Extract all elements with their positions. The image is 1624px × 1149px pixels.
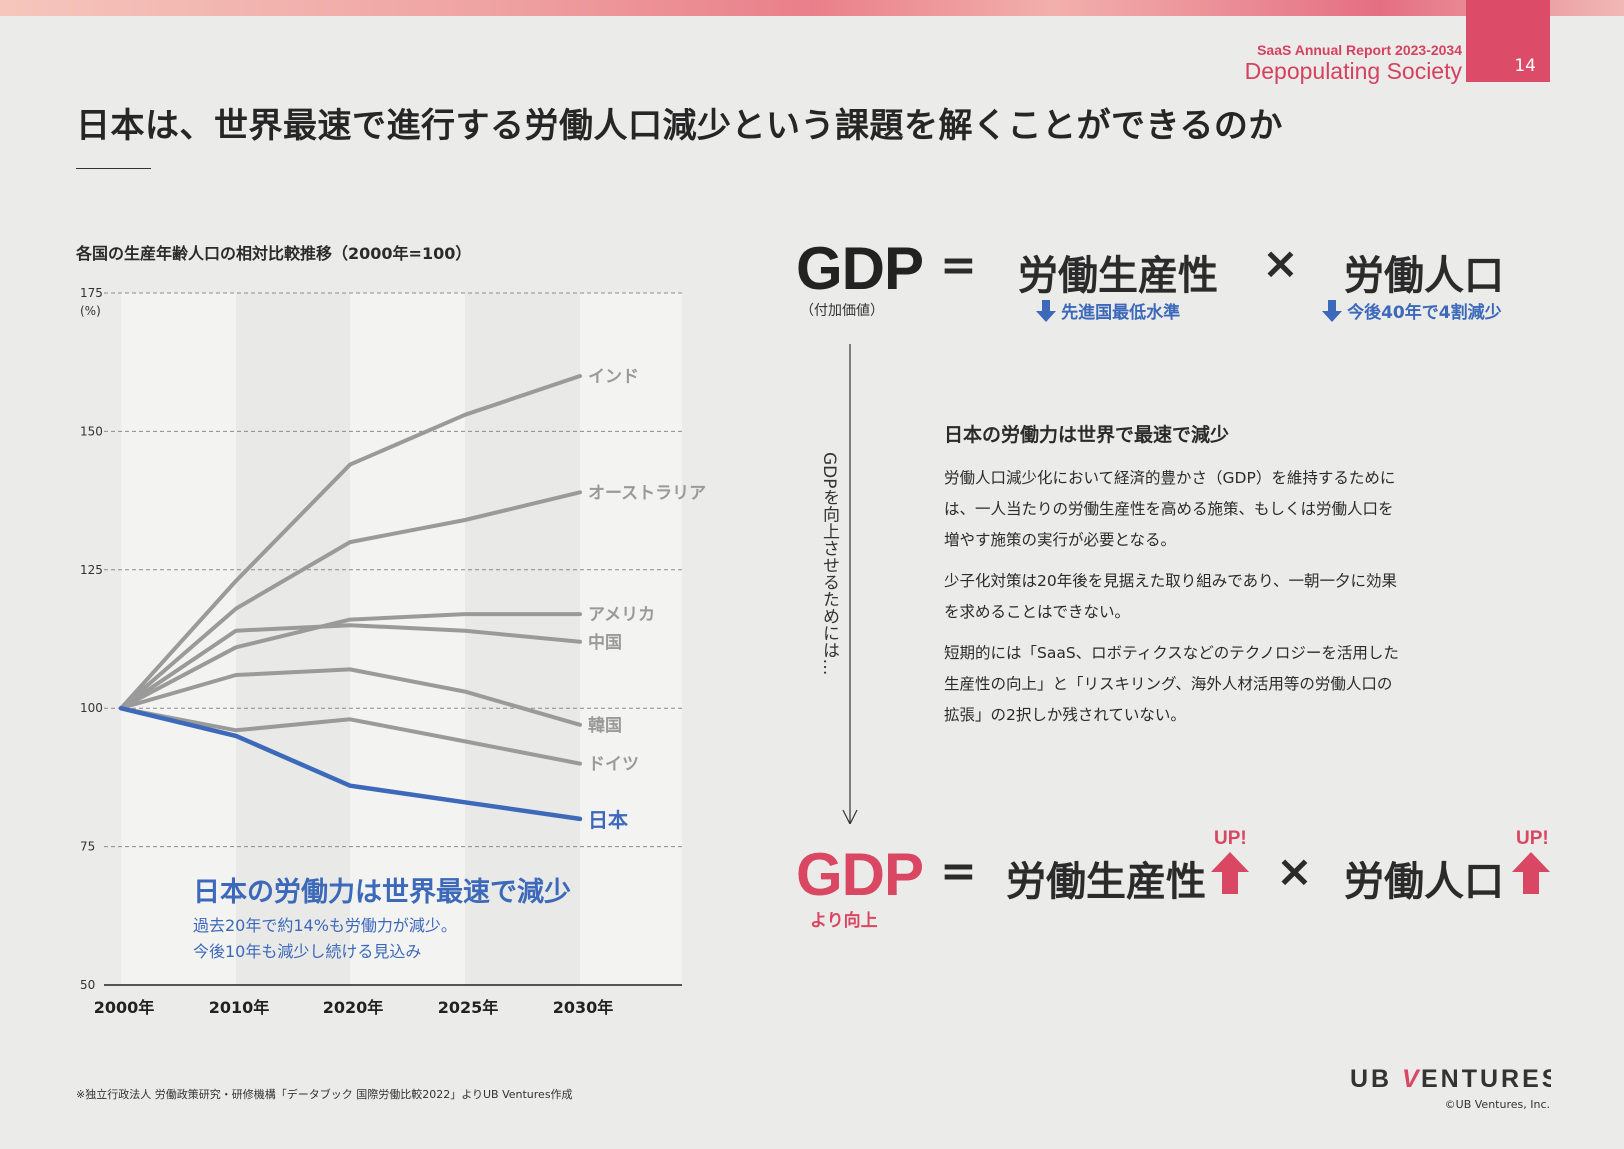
- series-label: ドイツ: [588, 755, 639, 775]
- chart-column-band: [580, 293, 682, 985]
- labor-population-note-text: 今後40年で4割減少: [1347, 303, 1502, 323]
- chart-column-band: [121, 293, 236, 985]
- series-label: オーストラリア: [588, 483, 706, 503]
- y-tick-label: 75: [80, 840, 95, 854]
- y-tick-label: 125: [80, 563, 103, 577]
- page-title: 日本は、世界最速で進行する労働人口減少という課題を解くことができるのか: [76, 106, 1283, 146]
- population-line-chart: 50 75 100 125 150 175 2000年 2010年 2020年 2025年 203…: [80, 286, 706, 1017]
- y-tick-label: 150: [80, 424, 103, 438]
- section-paragraph-1: 労働人口減少化において経済的豊かさ（GDP）を維持するためには、一人当たりの労働…: [944, 469, 1396, 549]
- y-tick-label: 175: [80, 286, 103, 300]
- source-footnote: ※独立行政法人 労働政策研究・研修機構「データブック 国際労働比較2022」より…: [76, 1088, 573, 1101]
- arrow-up-icon: [1211, 852, 1249, 894]
- series-line: [119, 667, 582, 727]
- labor-population-note: 今後40年で4割減少: [1322, 298, 1502, 323]
- down-arrow-line: [842, 344, 858, 824]
- logo-entures: ENTURES: [1421, 1065, 1551, 1092]
- productivity-term-2: 労働生産性: [1006, 859, 1206, 905]
- labor-population-term: 労働人口: [1344, 253, 1504, 299]
- chart-column-band: [350, 293, 465, 985]
- productivity-note-text: 先進国最低水準: [1061, 303, 1181, 323]
- y-tick-label: 50: [80, 978, 95, 992]
- copyright: ©UB Ventures, Inc.: [1444, 1098, 1550, 1111]
- series-label: 中国: [588, 632, 622, 653]
- productivity-note: 先進国最低水準: [1036, 298, 1180, 323]
- y-tick-label: 100: [80, 701, 103, 715]
- y-axis-unit: (%): [80, 304, 101, 318]
- chart-title: 各国の生産年齢人口の相対比較推移（2000年=100）: [76, 244, 472, 263]
- chart-annotation-line1: 過去20年で約14%も労働力が減少。: [193, 916, 457, 935]
- arrow-up-icon: [1512, 852, 1550, 894]
- top-gradient-bar: [0, 0, 1624, 16]
- x-tick-label: 2025年: [438, 998, 499, 1017]
- series-line: [119, 612, 582, 711]
- productivity-term: 労働生産性: [1018, 253, 1218, 299]
- series-line: [119, 490, 582, 711]
- series-line: [119, 706, 582, 766]
- arrow-down-icon: [1036, 300, 1056, 322]
- equals-sign-2: =: [940, 846, 977, 897]
- series-label: アメリカ: [588, 605, 655, 625]
- title-underline: [76, 168, 151, 169]
- logo-v: V: [1402, 1065, 1421, 1092]
- series-label: 日本: [588, 808, 628, 832]
- logo-ub: UB: [1350, 1065, 1392, 1092]
- gdp-label: GDP: [796, 235, 924, 302]
- report-title: Depopulating Society: [1244, 58, 1462, 84]
- multiply-sign-2: ×: [1276, 846, 1313, 897]
- report-subtitle: SaaS Annual Report 2023-2034: [1257, 42, 1462, 58]
- chart-annotation-headline: 日本の労働力は世界最速で減少: [193, 877, 571, 908]
- series-label: 韓国: [588, 715, 622, 736]
- chart-column-band: [236, 293, 350, 985]
- labor-population-term-2: 労働人口: [1344, 859, 1504, 905]
- section-paragraph-2: 少子化対策は20年後を見据えた取り組みであり、一朝一夕に効果を求めることはできな…: [944, 572, 1397, 621]
- section-heading: 日本の労働力は世界で最速で減少: [944, 424, 1230, 446]
- chart-annotation-line2: 今後10年も減少し続ける見込み: [193, 942, 421, 961]
- gdp-result-sublabel: より向上: [810, 911, 878, 931]
- x-tick-label: 2010年: [209, 998, 270, 1017]
- gdp-result-label: GDP: [796, 841, 924, 908]
- equals-sign: =: [940, 240, 977, 291]
- gdp-sublabel: （付加価値）: [800, 303, 884, 319]
- ub-ventures-logo: UB V ENTURES: [1350, 1065, 1551, 1092]
- page-number-tab: 14: [1466, 0, 1550, 82]
- series-line: [119, 374, 582, 711]
- x-tick-label: 2020年: [323, 998, 384, 1017]
- x-tick-label: 2000年: [94, 998, 155, 1017]
- series-line: [119, 623, 582, 711]
- vertical-caption: GDPを向上させるためには…: [819, 452, 839, 676]
- section-paragraph-3: 短期的には「SaaS、ロボティクスなどのテクノロジーを活用した生産性の向上」と「…: [944, 644, 1399, 724]
- series-line: [118, 705, 583, 822]
- up-label-1: UP!: [1214, 828, 1247, 849]
- multiply-sign: ×: [1262, 238, 1299, 289]
- arrow-down-icon: [1322, 300, 1342, 322]
- series-label: インド: [588, 367, 639, 387]
- x-tick-label: 2030年: [553, 998, 614, 1017]
- up-label-2: UP!: [1516, 828, 1549, 849]
- page-number: 14: [1514, 56, 1536, 76]
